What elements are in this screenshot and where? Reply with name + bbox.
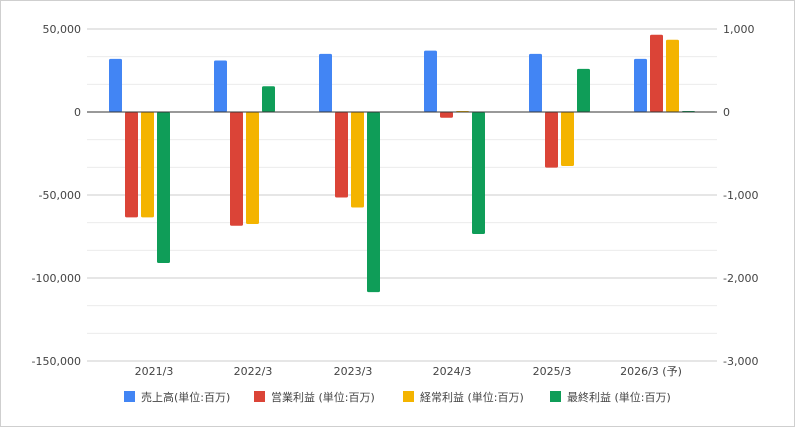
bar-ordinary-profit [666, 39, 679, 112]
bar-net-profit [262, 86, 275, 112]
legend-label: 経常利益 (単位:百万) [420, 390, 524, 404]
category-label: 2026/3 (予) [620, 365, 682, 378]
right-tick-label: 0 [723, 106, 730, 119]
right-tick-label: -1,000 [723, 189, 758, 202]
left-tick-label: -50,000 [39, 189, 81, 202]
bars-group [109, 34, 695, 293]
legend-swatch-operating-profit [254, 391, 265, 402]
bar-net-profit [157, 112, 170, 264]
legend-swatch-net-profit [550, 391, 561, 402]
left-tick-label: 0 [74, 106, 81, 119]
bar-operating-profit [125, 112, 138, 218]
bar-operating-profit [440, 112, 453, 118]
bar-operating-profit [650, 34, 663, 113]
bar-operating-profit [335, 112, 348, 198]
right-tick-label: -2,000 [723, 272, 758, 285]
category-label: 2023/3 [334, 365, 373, 378]
legend-label: 営業利益 (単位:百万) [271, 390, 375, 404]
bar-ordinary-profit [351, 112, 364, 208]
legend-swatch-ordinary-profit [403, 391, 414, 402]
left-tick-label: -150,000 [32, 355, 81, 368]
bar-net-profit [577, 68, 590, 112]
legend-label: 売上高(単位:百万) [141, 390, 230, 404]
right-tick-label: 1,000 [723, 23, 755, 36]
legend-label: 最終利益 (単位:百万) [567, 390, 671, 404]
bar-ordinary-profit [246, 112, 259, 225]
legend-swatch-sales [124, 391, 135, 402]
left-tick-label: 50,000 [43, 23, 82, 36]
category-label: 2024/3 [433, 365, 472, 378]
bar-sales [214, 60, 227, 112]
bar-operating-profit [230, 112, 243, 226]
bar-ordinary-profit [141, 112, 154, 218]
left-tick-label: -100,000 [32, 272, 81, 285]
category-label: 2025/3 [533, 365, 572, 378]
bar-sales [424, 50, 437, 112]
category-label: 2022/3 [234, 365, 273, 378]
bar-ordinary-profit [561, 112, 574, 166]
legend: 売上高(単位:百万) 営業利益 (単位:百万) 経常利益 (単位:百万) 最終利… [124, 390, 671, 404]
category-label: 2021/3 [135, 365, 174, 378]
bar-operating-profit [545, 112, 558, 168]
bar-net-profit [367, 112, 380, 293]
minor-gridlines [87, 56, 717, 334]
right-tick-label: -3,000 [723, 355, 758, 368]
bar-sales [109, 58, 122, 112]
bar-sales [529, 53, 542, 112]
bar-net-profit [472, 112, 485, 235]
major-gridlines [87, 28, 717, 362]
bar-sales [319, 53, 332, 112]
bar-sales [634, 58, 647, 112]
